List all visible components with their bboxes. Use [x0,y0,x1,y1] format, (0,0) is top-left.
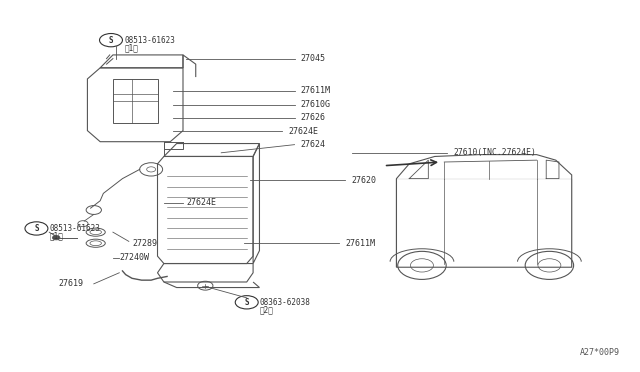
Text: 27624: 27624 [301,140,326,149]
Text: A27*00P9: A27*00P9 [579,348,620,357]
Text: 08513-61623: 08513-61623 [124,36,175,45]
Text: S: S [34,224,39,233]
Text: 27619: 27619 [59,279,84,288]
Text: （1）: （1） [49,231,63,240]
Text: 27611M: 27611M [301,86,331,95]
Text: 27620: 27620 [352,176,377,185]
Text: 27626: 27626 [301,113,326,122]
Text: 27045: 27045 [301,54,326,63]
Text: 27610(INC.27624E): 27610(INC.27624E) [454,148,537,157]
Text: 27624E: 27624E [288,127,318,136]
Text: 27289: 27289 [132,239,157,248]
Text: 27624E: 27624E [186,198,216,207]
Text: 08363-62038: 08363-62038 [259,298,310,307]
Text: 27611M: 27611M [346,239,376,248]
Text: S: S [244,298,249,307]
Circle shape [52,235,60,240]
Text: （2）: （2） [259,305,273,314]
Text: S: S [109,36,113,45]
Text: 27240W: 27240W [120,253,150,263]
Text: 27610G: 27610G [301,100,331,109]
Text: 08513-61623: 08513-61623 [49,224,100,233]
Text: （1）: （1） [124,43,138,52]
